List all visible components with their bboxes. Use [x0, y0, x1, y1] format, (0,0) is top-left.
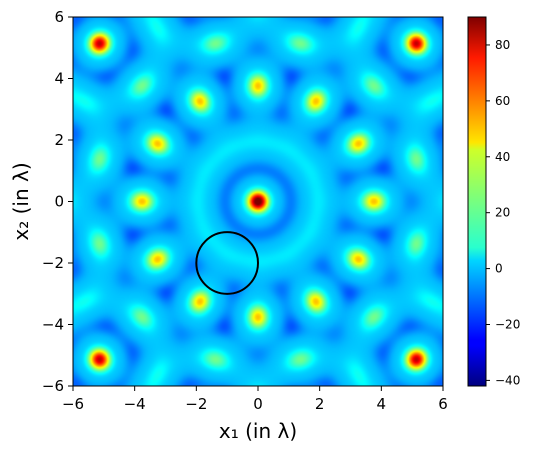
y-tick-label: 0 [54, 193, 64, 211]
colorbar-tick-label: 60 [495, 94, 510, 108]
x-axis: −6 −4 −2 0 2 4 6 [62, 386, 448, 413]
y-tick-label: −4 [42, 316, 64, 334]
x-tick-label: 6 [438, 395, 448, 413]
colorbar-tick-label: 40 [495, 150, 510, 164]
x-tick-label: 0 [253, 395, 263, 413]
x-axis-label: x₁ (in λ) [219, 419, 297, 443]
y-tick-label: −6 [42, 377, 64, 395]
y-axis-label: x₂ (in λ) [9, 162, 33, 240]
x-tick-label: −6 [62, 395, 84, 413]
colorbar-tick-label: −40 [495, 373, 520, 387]
x-tick-label: −4 [124, 395, 146, 413]
y-tick-label: 6 [54, 8, 64, 26]
colorbar [467, 16, 487, 387]
x-tick-label: 4 [377, 395, 387, 413]
colorbar-tick-label: 20 [495, 206, 510, 220]
x-tick-label: 2 [315, 395, 325, 413]
colorbar-tick-label: −20 [495, 318, 520, 332]
y-tick-label: −2 [42, 254, 64, 272]
colorbar-tick-label: 80 [495, 38, 510, 52]
annotation-circle [195, 231, 260, 295]
y-tick-label: 4 [54, 70, 64, 88]
heatmap-image [73, 17, 443, 386]
x-tick-label: −2 [185, 395, 207, 413]
colorbar-tick-label: 0 [495, 262, 503, 276]
y-tick-label: 2 [54, 131, 64, 149]
colorbar-ticks: −40 −20 0 20 40 60 80 [486, 38, 520, 387]
y-axis: −6 −4 −2 0 2 4 6 [42, 8, 73, 395]
